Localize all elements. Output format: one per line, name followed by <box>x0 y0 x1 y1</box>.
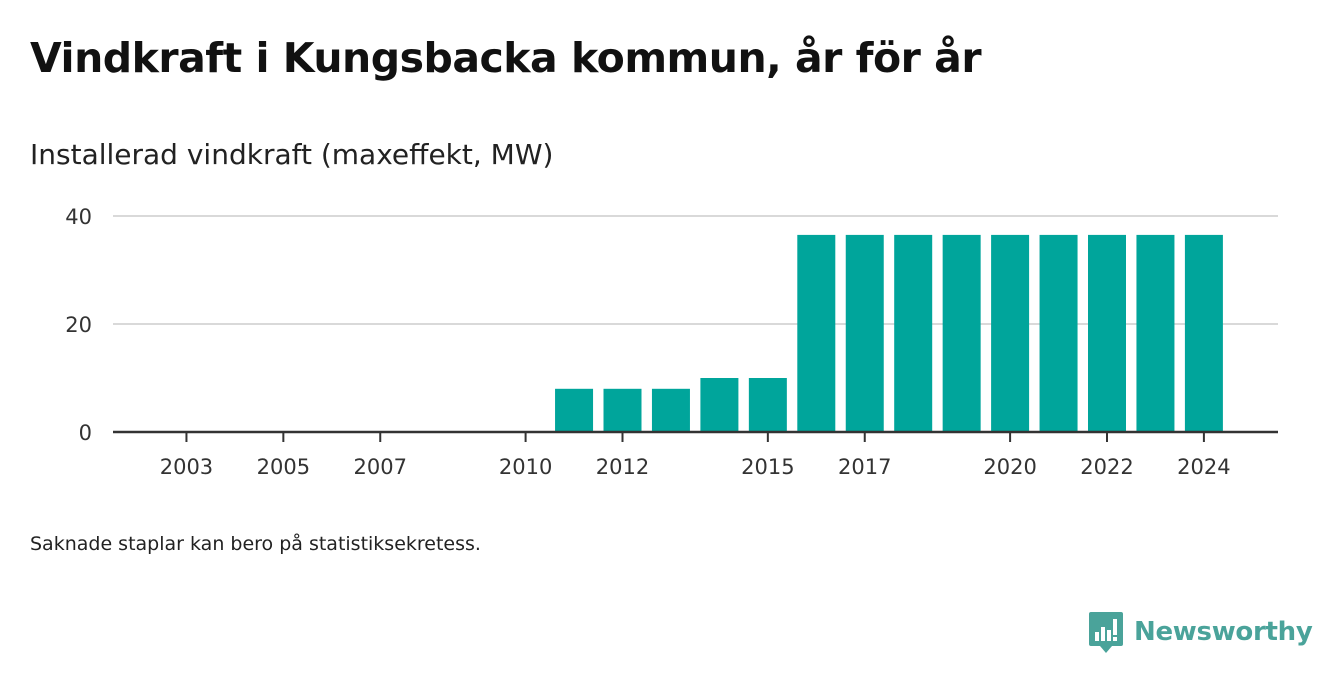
y-tick-label: 40 <box>65 205 92 229</box>
chart-title: Vindkraft i Kungsbacka kommun, år för år <box>30 34 982 82</box>
x-tick-label: 2017 <box>838 455 891 479</box>
bar-2019 <box>942 234 981 432</box>
bar-2013 <box>651 388 690 432</box>
x-tick-label: 2005 <box>257 455 310 479</box>
bar-2017 <box>845 234 884 432</box>
bar-2023 <box>1136 234 1175 432</box>
x-tick-label: 2015 <box>741 455 794 479</box>
bar-chart: 0 20 40 2003 2005 2007 2010 2012 2015 2017 2020 202… <box>65 205 1278 479</box>
x-tick-label: 2024 <box>1177 455 1230 479</box>
newsworthy-logo-icon <box>1089 612 1123 653</box>
bar-2014 <box>700 378 739 432</box>
y-tick-label: 20 <box>65 313 92 337</box>
axes: 0 20 40 2003 2005 2007 2010 2012 2015 2017 2020 202… <box>65 205 1278 479</box>
brand-logo[interactable]: Newsworthy <box>1088 610 1313 654</box>
x-tick-label: 2003 <box>160 455 213 479</box>
y-tick-label: 0 <box>79 421 92 445</box>
chart-subtitle: Installerad vindkraft (maxeffekt, MW) <box>30 138 554 171</box>
bar-2012 <box>603 388 642 432</box>
bar-2024 <box>1184 234 1223 432</box>
bar-2011 <box>555 388 594 432</box>
bar-2018 <box>894 234 933 432</box>
x-tick-label: 2020 <box>983 455 1036 479</box>
x-tick-label: 2022 <box>1080 455 1133 479</box>
x-tick-label: 2012 <box>596 455 649 479</box>
bar-2020 <box>991 234 1030 432</box>
x-tick-label: 2010 <box>499 455 552 479</box>
bar-2021 <box>1039 234 1078 432</box>
gridlines <box>113 215 1278 325</box>
x-tick-label: 2007 <box>354 455 407 479</box>
bars <box>555 234 1223 432</box>
bar-2022 <box>1088 234 1126 432</box>
brand-name: Newsworthy <box>1134 617 1313 647</box>
bar-2015 <box>748 378 787 432</box>
footnote: Saknade staplar kan bero på statistiksek… <box>30 533 481 555</box>
bar-2016 <box>797 234 836 432</box>
